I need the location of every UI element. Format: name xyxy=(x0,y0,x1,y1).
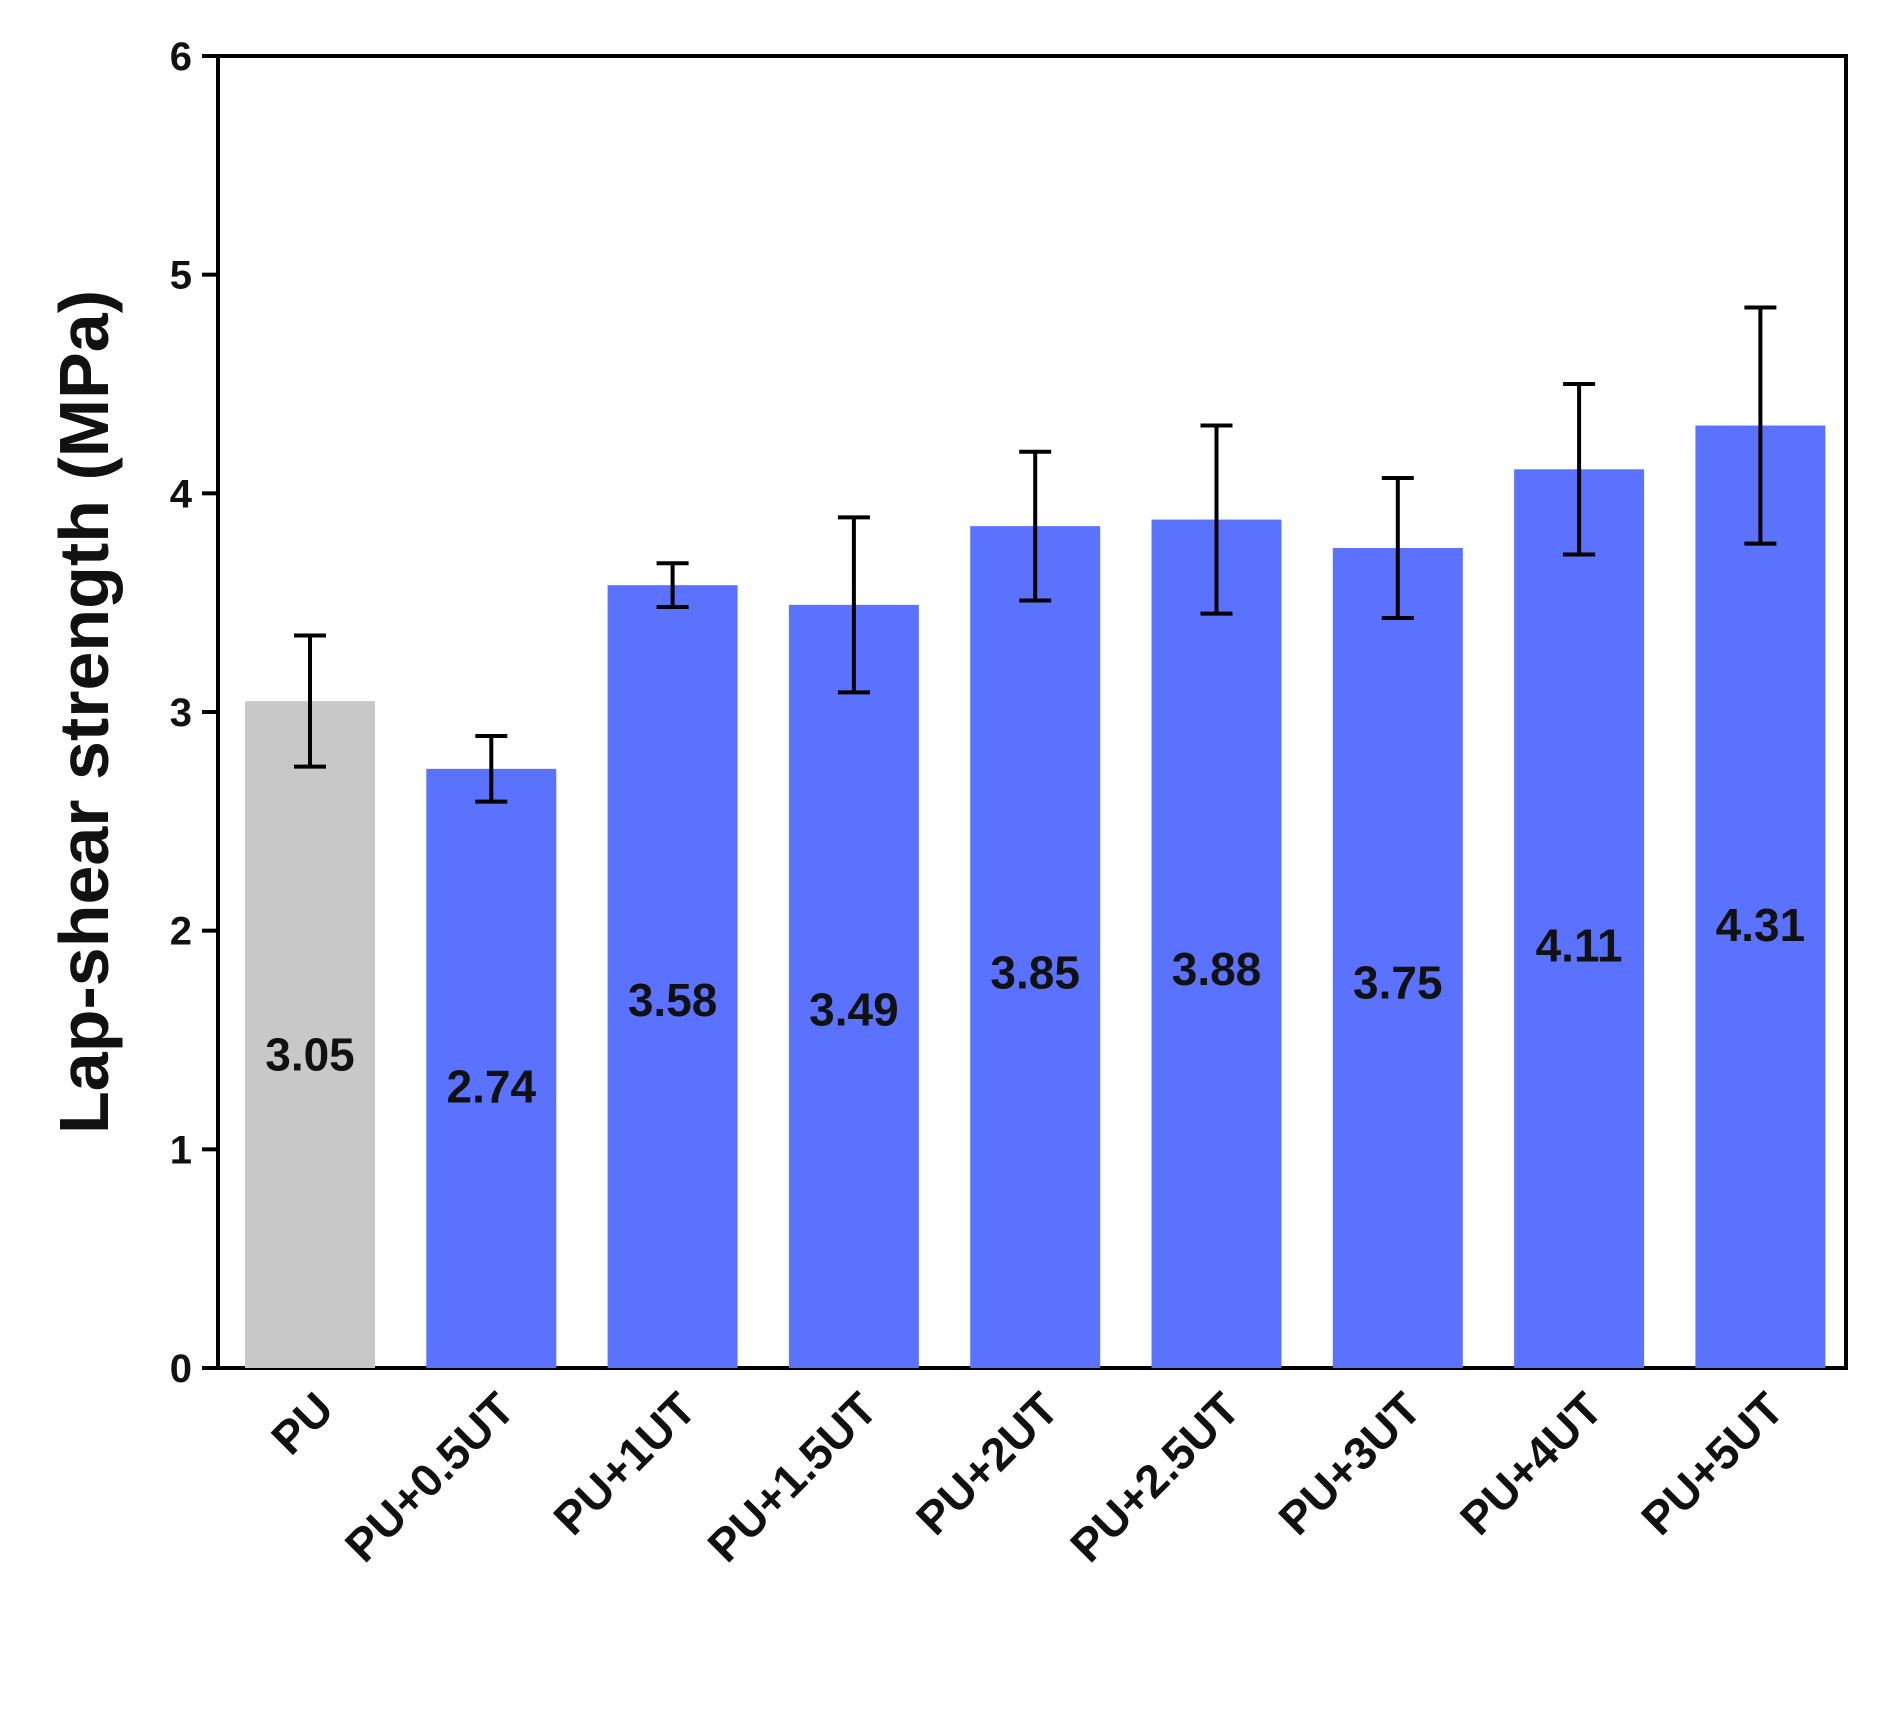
x-category-label: PU+2UT xyxy=(906,1382,1068,1544)
x-category-label: PU+5UT xyxy=(1631,1382,1793,1544)
y-axis-ticks: 0 1 2 3 4 5 6 xyxy=(170,35,218,1391)
bar-pu-3ut xyxy=(1332,548,1463,1368)
bar-value-label: 3.49 xyxy=(809,983,899,1035)
x-category-label: PU xyxy=(261,1382,343,1464)
x-category-label: PU+1.5UT xyxy=(697,1382,887,1572)
bar-value-label: 2.74 xyxy=(447,1060,537,1112)
x-category-label: PU+1UT xyxy=(543,1382,705,1544)
bar-pu-1ut xyxy=(607,585,738,1368)
bar-pu xyxy=(245,701,375,1368)
x-category-label: PU+2.5UT xyxy=(1060,1382,1250,1572)
bar-value-label: 4.11 xyxy=(1536,920,1623,972)
bar-pu-5ut xyxy=(1695,425,1826,1369)
bar-value-label: 3.05 xyxy=(265,1029,355,1081)
y-tick-label: 1 xyxy=(170,1128,192,1172)
bar-value-label: 3.75 xyxy=(1353,957,1443,1009)
x-category-label: PU+3UT xyxy=(1268,1382,1430,1544)
y-axis-title: Lap-shear strength (MPa) xyxy=(45,290,123,1134)
error-bars xyxy=(294,305,1777,804)
bar-pu-1-5ut xyxy=(788,604,919,1368)
bar-value-label: 3.88 xyxy=(1172,943,1262,995)
y-tick-label: 3 xyxy=(170,691,192,735)
bar-value-labels: 3.05 2.74 3.58 3.49 3.85 3.88 3.75 4.11 4.31 xyxy=(265,899,1805,1112)
x-category-label: PU+4UT xyxy=(1450,1382,1612,1544)
bar-pu-2ut xyxy=(970,526,1101,1368)
bar-value-label: 3.85 xyxy=(990,946,1080,998)
bar-pu-0-5ut xyxy=(426,768,557,1368)
bars xyxy=(245,425,1826,1369)
bar-value-label: 4.31 xyxy=(1716,899,1806,951)
bar-value-label: 3.58 xyxy=(628,974,718,1026)
y-tick-label: 4 xyxy=(170,472,193,516)
y-tick-label: 6 xyxy=(170,35,192,79)
y-tick-label: 2 xyxy=(170,910,192,954)
y-tick-label: 5 xyxy=(170,254,192,298)
bar-pu-2-5ut xyxy=(1151,519,1282,1368)
bar-pu-4ut xyxy=(1514,469,1645,1368)
x-category-label: PU+0.5UT xyxy=(335,1382,525,1572)
y-tick-label: 0 xyxy=(170,1347,192,1391)
